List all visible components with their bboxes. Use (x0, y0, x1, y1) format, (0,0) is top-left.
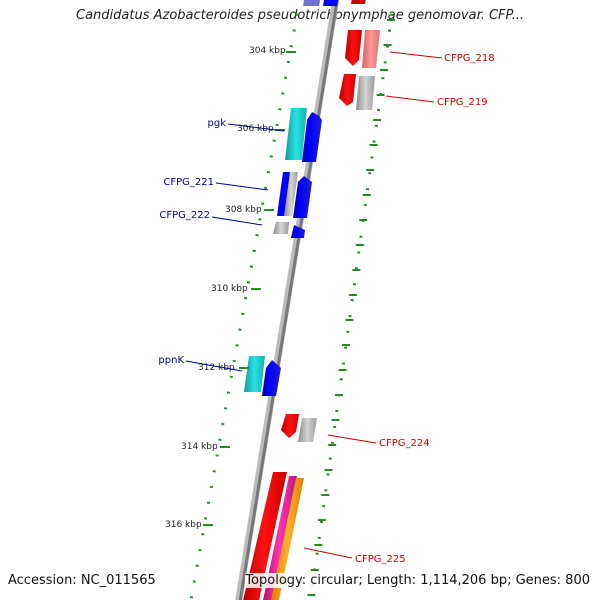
kbp-tick-label: 314 kbp (181, 442, 218, 452)
gene-label: ppnK (158, 355, 184, 366)
gene-label-leader (327, 434, 377, 444)
accession-label: Accession: NC_011565 (8, 573, 156, 588)
gene-label-leader (211, 216, 263, 226)
gene-label-leader (215, 182, 269, 191)
kbp-scale: 304 kbp 306 kbp 308 kbp 310 kbp 312 kbp 314 k… (165, 46, 296, 530)
gene-label: CFPG_222 (159, 210, 210, 221)
gene-label: CFPG_224 (379, 438, 430, 449)
kbp-tick-label: 312 kbp (198, 363, 235, 373)
partial-forward-genes-top (303, 0, 366, 6)
kbp-tick-label: 308 kbp (225, 205, 262, 215)
forward-gene-cfpg-221 (277, 172, 312, 218)
reverse-gene-cfpg-224 (281, 414, 317, 442)
scale-minor-ticks (307, 19, 395, 596)
gene-label-leader (185, 360, 243, 372)
gene-label: CFPG_221 (163, 177, 214, 188)
gene-label: pgk (208, 118, 227, 129)
genome-backbone (235, 0, 340, 600)
forward-gene-cfpg-222 (273, 222, 305, 238)
gene-label: CFPG_218 (444, 53, 495, 64)
kbp-tick-label: 306 kbp (237, 124, 274, 134)
forward-gene-ppnk (244, 356, 281, 396)
forward-gene-pgk (285, 108, 322, 162)
reverse-gene-cfpg-219 (339, 74, 375, 110)
gene-label-leader (385, 95, 435, 103)
kbp-tick-label: 316 kbp (165, 520, 202, 530)
kbp-tick-label: 310 kbp (211, 284, 248, 294)
genome-summary: Topology: circular; Length: 1,114,206 bp… (245, 573, 590, 588)
map-title: Candidatus Azobacteroides pseudotrichony… (76, 8, 524, 23)
kbp-tick-label: 304 kbp (249, 46, 286, 56)
gene-label-leader (303, 547, 353, 559)
reverse-gene-cfpg-225-cluster (243, 472, 304, 600)
gene-label: CFPG_225 (355, 554, 406, 565)
gene-label: CFPG_219 (437, 97, 488, 108)
gene-label-leader (227, 123, 285, 132)
reverse-gene-cfpg-218 (345, 30, 380, 68)
gene-label-leader (389, 51, 443, 59)
